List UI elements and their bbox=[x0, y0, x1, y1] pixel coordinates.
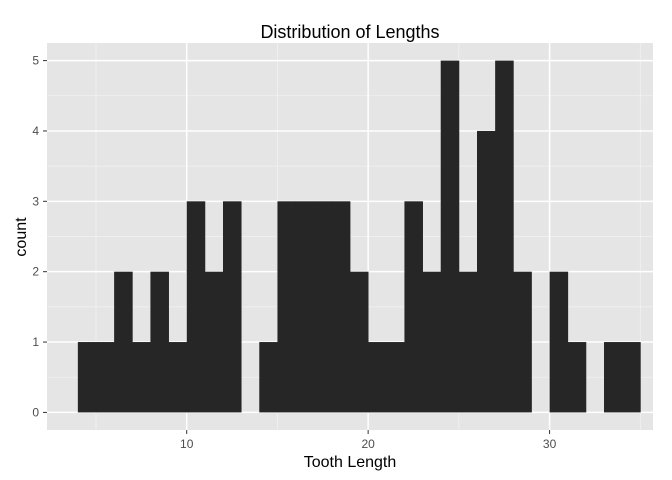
histogram-bar bbox=[368, 342, 387, 413]
histogram-bar bbox=[277, 201, 296, 413]
histogram-bar bbox=[204, 271, 224, 413]
histogram-bars bbox=[77, 60, 641, 413]
y-tick-label: 2 bbox=[32, 265, 39, 279]
histogram-bar bbox=[350, 271, 369, 413]
x-tick-label: 20 bbox=[361, 437, 375, 451]
histogram-bar bbox=[295, 201, 315, 413]
y-tick-label: 0 bbox=[32, 405, 39, 419]
y-tick-label: 1 bbox=[32, 335, 39, 349]
histogram-bar bbox=[604, 342, 623, 413]
histogram-bar bbox=[495, 60, 514, 413]
histogram-bar bbox=[331, 201, 351, 413]
histogram-bar bbox=[259, 342, 278, 413]
histogram-bar bbox=[95, 342, 115, 413]
histogram-bar bbox=[168, 342, 188, 413]
y-axis: 0 1 2 3 4 5 bbox=[32, 54, 47, 419]
x-axis-title: Tooth Length bbox=[304, 454, 397, 471]
histogram-bar bbox=[477, 130, 496, 413]
histogram-bar bbox=[567, 342, 587, 413]
y-axis-title: count bbox=[13, 217, 30, 257]
histogram-bar bbox=[313, 201, 333, 413]
y-tick-label: 5 bbox=[32, 54, 39, 68]
x-tick-label: 30 bbox=[543, 437, 557, 451]
histogram-bar bbox=[440, 60, 460, 413]
histogram-bar bbox=[114, 271, 133, 413]
histogram-bar bbox=[386, 342, 405, 413]
histogram-bar bbox=[549, 271, 569, 413]
histogram-bar bbox=[422, 271, 442, 413]
y-tick-label: 3 bbox=[32, 194, 39, 208]
histogram-bar bbox=[513, 271, 532, 413]
histogram-bar bbox=[186, 201, 206, 413]
histogram-bar bbox=[404, 201, 423, 413]
histogram-bar bbox=[622, 342, 641, 413]
histogram-bar bbox=[77, 342, 97, 413]
x-axis: 10 20 30 bbox=[180, 430, 557, 451]
y-tick-label: 4 bbox=[32, 124, 39, 138]
x-tick-label: 10 bbox=[180, 437, 194, 451]
histogram-bar bbox=[222, 201, 242, 413]
chart-title: Distribution of Lengths bbox=[260, 22, 439, 42]
histogram-bar bbox=[458, 271, 478, 413]
histogram-bar bbox=[132, 342, 151, 413]
histogram-bar bbox=[150, 271, 169, 413]
